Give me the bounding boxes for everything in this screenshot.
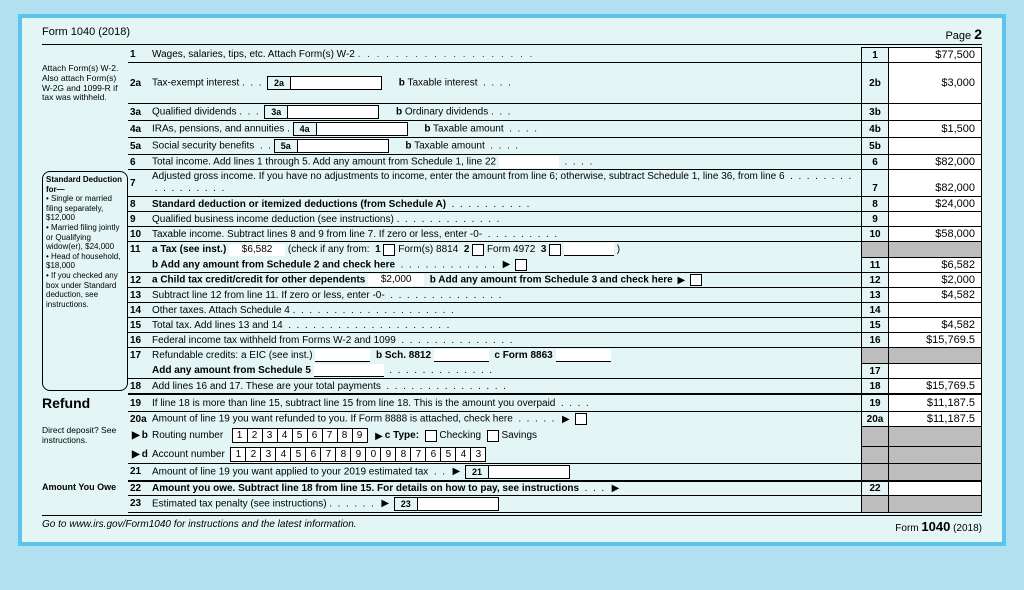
form-header: Form 1040 (2018) Page 2 [42,26,982,45]
line1-amount: $77,500 [889,47,982,62]
owe-section: Amount You Owe [42,480,128,495]
box-5a[interactable] [297,139,389,153]
outer-frame: Form 1040 (2018) Page 2 1Wages, salaries… [18,14,1006,546]
routing-number[interactable]: 123456789 [232,428,368,443]
direct-deposit-note: Direct deposit? See instructions. [42,425,116,445]
chk-checking[interactable] [425,430,437,442]
line2b-amount: $3,000 [889,62,982,103]
chk-11b[interactable] [515,259,527,271]
child-12a[interactable]: $2,000 [368,274,424,286]
box-2a[interactable] [290,76,382,90]
line4b-amount: $1,500 [889,120,982,137]
attach-note: Attach Form(s) W-2. Also attach Form(s) … [42,63,118,102]
chk-12b[interactable] [690,274,702,286]
form-1040: Form 1040 (2018) Page 2 1Wages, salaries… [22,18,1002,542]
form-footer: Go to www.irs.gov/Form1040 for instructi… [42,515,982,534]
chk-4972[interactable] [472,244,484,256]
box-21[interactable] [488,465,570,479]
account-number[interactable]: 12345678909876543 [230,447,486,462]
line1-label: Wages, salaries, tips, etc. Attach Form(… [152,49,355,60]
chk-8814[interactable] [383,244,395,256]
form-title: Form 1040 (2018) [42,26,130,42]
box-23[interactable] [417,497,499,511]
chk-savings[interactable] [487,430,499,442]
std-deduction-sidebar: Standard Deduction for— • Single or marr… [42,171,128,391]
chk-8888[interactable] [575,413,587,425]
page-number: Page 2 [945,26,982,42]
tax-11a[interactable]: $6,582 [229,244,285,256]
refund-section: Refund [42,393,128,411]
box-4a[interactable] [316,122,408,136]
box-3a[interactable] [287,105,379,119]
